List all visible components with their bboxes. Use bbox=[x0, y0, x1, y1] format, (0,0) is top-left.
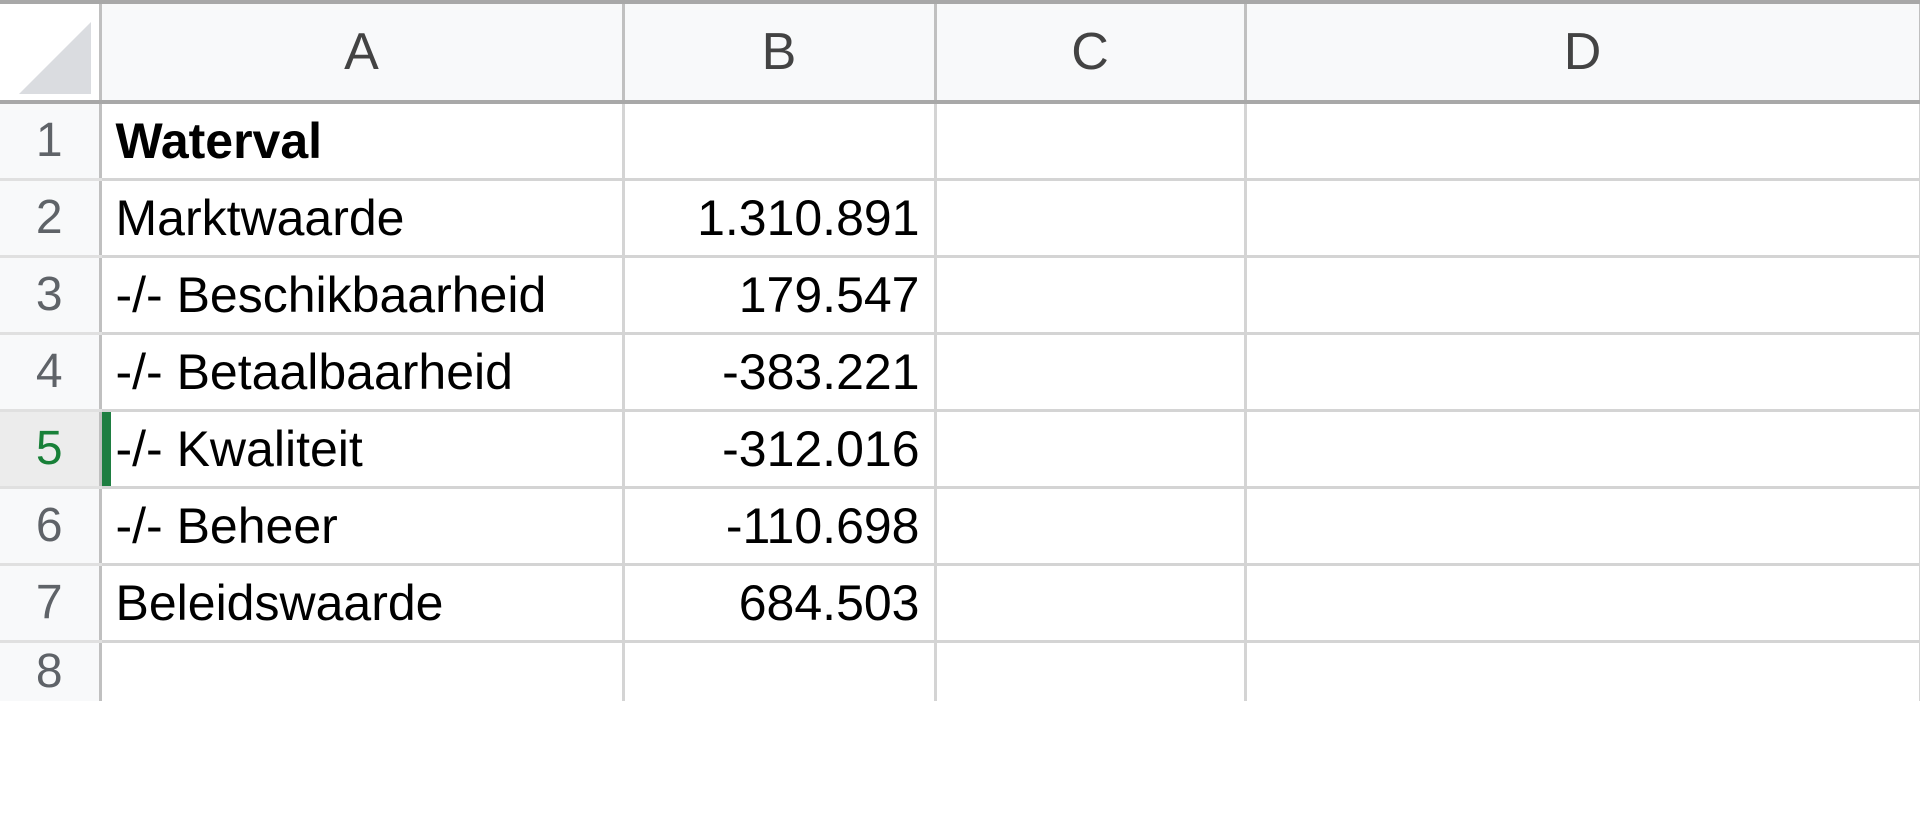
cell-C3[interactable] bbox=[935, 256, 1247, 335]
cell-B6[interactable]: -110.698 bbox=[623, 487, 937, 566]
cell-A6[interactable]: -/- Beheer bbox=[100, 487, 625, 566]
sheet-body: 1 Waterval 2 Marktwaarde 1.310.891 3 -/- Besch… bbox=[0, 102, 1920, 701]
cell-B5[interactable]: -312.016 bbox=[623, 410, 937, 489]
sheet-row: 8 bbox=[0, 641, 1920, 701]
cell-D5[interactable] bbox=[1245, 410, 1920, 489]
row-header-5[interactable]: 5 bbox=[0, 410, 102, 489]
cell-D1[interactable] bbox=[1245, 102, 1920, 181]
cell-A7[interactable]: Beleidswaarde bbox=[100, 564, 625, 643]
select-all-corner[interactable] bbox=[0, 0, 102, 104]
select-all-triangle-icon bbox=[18, 22, 91, 94]
cell-D7[interactable] bbox=[1245, 564, 1920, 643]
cell-D3[interactable] bbox=[1245, 256, 1920, 335]
column-header-b[interactable]: B bbox=[623, 0, 937, 104]
cell-D6[interactable] bbox=[1245, 487, 1920, 566]
cell-D4[interactable] bbox=[1245, 333, 1920, 412]
cell-B8[interactable] bbox=[623, 641, 937, 701]
sheet-row: 5 -/- Kwaliteit -312.016 bbox=[0, 410, 1920, 489]
sheet-row: 2 Marktwaarde 1.310.891 bbox=[0, 179, 1920, 258]
cell-A5[interactable]: -/- Kwaliteit bbox=[100, 410, 625, 489]
column-header-d[interactable]: D bbox=[1245, 0, 1920, 104]
cell-B3[interactable]: 179.547 bbox=[623, 256, 937, 335]
cell-D8[interactable] bbox=[1245, 641, 1920, 701]
row-header-1[interactable]: 1 bbox=[0, 102, 102, 181]
cell-A4[interactable]: -/- Betaalbaarheid bbox=[100, 333, 625, 412]
cell-A8[interactable] bbox=[100, 641, 625, 701]
row-header-4[interactable]: 4 bbox=[0, 333, 102, 412]
cell-A2[interactable]: Marktwaarde bbox=[100, 179, 625, 258]
sheet-row: 7 Beleidswaarde 684.503 bbox=[0, 564, 1920, 643]
row-header-3[interactable]: 3 bbox=[0, 256, 102, 335]
row-header-8[interactable]: 8 bbox=[0, 641, 102, 701]
cell-C8[interactable] bbox=[935, 641, 1247, 701]
cell-B1[interactable] bbox=[623, 102, 937, 181]
cell-C7[interactable] bbox=[935, 564, 1247, 643]
sheet-row: 1 Waterval bbox=[0, 102, 1920, 181]
cell-C6[interactable] bbox=[935, 487, 1247, 566]
row-header-6[interactable]: 6 bbox=[0, 487, 102, 566]
sheet-row: 4 -/- Betaalbaarheid -383.221 bbox=[0, 333, 1920, 412]
row-header-2[interactable]: 2 bbox=[0, 179, 102, 258]
cell-B2[interactable]: 1.310.891 bbox=[623, 179, 937, 258]
cell-D2[interactable] bbox=[1245, 179, 1920, 258]
column-header-a[interactable]: A bbox=[100, 0, 625, 104]
cell-C1[interactable] bbox=[935, 102, 1247, 181]
cell-B7[interactable]: 684.503 bbox=[623, 564, 937, 643]
sheet-row: 6 -/- Beheer -110.698 bbox=[0, 487, 1920, 566]
cell-C4[interactable] bbox=[935, 333, 1247, 412]
cell-C5[interactable] bbox=[935, 410, 1247, 489]
cell-B4[interactable]: -383.221 bbox=[623, 333, 937, 412]
cell-C2[interactable] bbox=[935, 179, 1247, 258]
row-header-7[interactable]: 7 bbox=[0, 564, 102, 643]
cell-A1[interactable]: Waterval bbox=[100, 102, 625, 181]
column-header-c[interactable]: C bbox=[935, 0, 1247, 104]
cell-A3[interactable]: -/- Beschikbaarheid bbox=[100, 256, 625, 335]
sheet-row: 3 -/- Beschikbaarheid 179.547 bbox=[0, 256, 1920, 335]
